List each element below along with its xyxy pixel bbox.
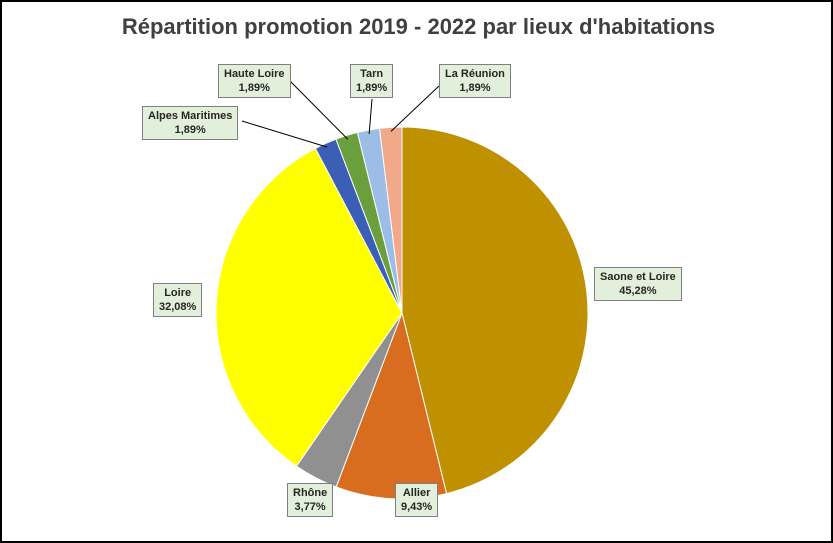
data-label-name: Loire [164, 287, 192, 299]
data-label-loire: Loire 32,08% [153, 283, 203, 317]
data-label-value: 1,89% [459, 82, 491, 94]
data-label-saone-et-loire: Saone et Loire 45,28% [594, 267, 682, 301]
data-label-alpes-maritimes: Alpes Maritimes 1,89% [142, 106, 239, 140]
data-label-name: Haute Loire [224, 68, 285, 80]
data-label-la-reunion: La Réunion 1,89% [439, 64, 511, 98]
data-label-value: 32,08% [159, 301, 197, 313]
data-label-value: 45,28% [619, 285, 657, 297]
data-label-value: 9,43% [401, 501, 433, 513]
data-label-allier: Allier 9,43% [395, 483, 439, 517]
pie-slice-loire [215, 147, 403, 467]
chart-title: Répartition promotion 2019 - 2022 par li… [121, 14, 716, 39]
data-label-name: Alpes Maritimes [148, 110, 233, 122]
data-label-value: 1,89% [238, 82, 270, 94]
data-label-rhone: Rhône 3,77% [287, 483, 334, 517]
data-label-name: Saone et Loire [600, 271, 676, 283]
data-label-name: Allier [402, 487, 431, 499]
pie-slice-saone-et-loire [401, 126, 589, 495]
pie-slice-la-reunion [378, 126, 403, 314]
data-label-value: 1,89% [356, 82, 388, 94]
data-label-haute-loire: Haute Loire 1,89% [218, 64, 291, 98]
data-label-value: 1,89% [174, 124, 206, 136]
data-label-name: La Réunion [445, 68, 505, 80]
leader-line-haute-loire [288, 79, 349, 140]
leader-line-alpes-maritimes [241, 120, 328, 148]
leader-line-la-reunion [390, 85, 440, 132]
data-label-value: 3,77% [294, 501, 326, 513]
data-label-name: Tarn [360, 68, 384, 80]
leader-line-tarn [368, 98, 373, 135]
data-label-name: Rhône [293, 487, 328, 499]
pie-slice-allier [335, 311, 448, 500]
data-label-tarn: Tarn 1,89% [350, 64, 394, 98]
